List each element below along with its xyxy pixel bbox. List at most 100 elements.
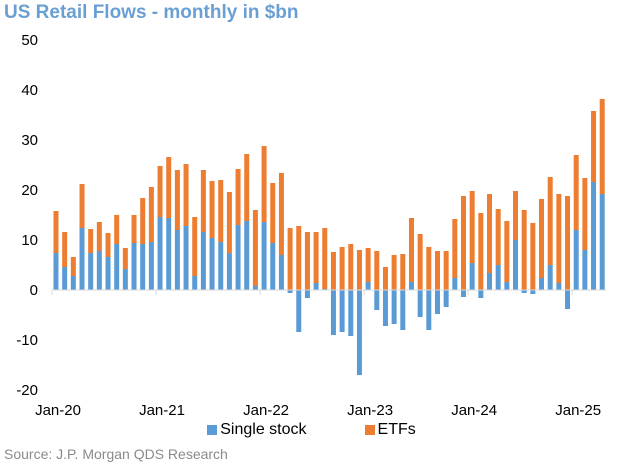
bar-etfs	[261, 146, 267, 222]
bar-single-stock	[183, 226, 189, 290]
bar-etfs	[434, 251, 440, 290]
bar-single-stock	[252, 286, 258, 290]
bar-etfs	[209, 181, 215, 238]
bar-etfs	[192, 217, 198, 276]
x-tick-label: Jan-24	[451, 402, 497, 419]
bar-etfs	[591, 111, 597, 182]
bar-single-stock	[339, 290, 345, 332]
bar-single-stock	[62, 267, 68, 290]
bar-single-stock	[296, 290, 302, 332]
bar-single-stock	[426, 290, 432, 330]
bar-etfs	[322, 228, 328, 289]
bar-single-stock	[148, 242, 154, 290]
x-tick-label: Jan-23	[347, 402, 393, 419]
bar-etfs	[530, 223, 536, 290]
bar-etfs	[408, 218, 414, 282]
bar-etfs	[157, 166, 163, 217]
x-tick-label: Jan-20	[35, 402, 81, 419]
bar-single-stock	[192, 276, 198, 290]
bar-single-stock	[79, 228, 85, 290]
bar-single-stock	[513, 240, 519, 290]
bar-single-stock	[487, 273, 492, 290]
bar-etfs	[348, 244, 354, 290]
legend-swatch-single-stock	[207, 425, 218, 435]
bar-single-stock	[434, 290, 440, 314]
chart-title: US Retail Flows - monthly in $bn	[4, 2, 299, 23]
bar-single-stock	[478, 290, 484, 298]
bar-etfs	[183, 164, 189, 226]
bar-single-stock	[521, 290, 527, 293]
bar-etfs	[287, 228, 293, 290]
bar-single-stock	[539, 278, 545, 290]
y-tick-label: -10	[16, 332, 38, 349]
source-note: Source: J.P. Morgan QDS Research	[4, 446, 228, 462]
bar-etfs	[382, 267, 388, 290]
y-tick-label: 50	[21, 32, 38, 49]
bar-single-stock	[356, 290, 362, 375]
bar-single-stock	[278, 255, 284, 290]
y-tick-label: 0	[30, 282, 38, 299]
bar-single-stock	[270, 243, 276, 290]
bar-etfs	[504, 221, 510, 282]
bar-single-stock	[443, 290, 449, 307]
bar-etfs	[296, 226, 302, 290]
bar-etfs	[313, 232, 319, 283]
y-tick-label: 30	[21, 132, 38, 149]
bar-etfs	[582, 178, 588, 250]
bar-single-stock	[556, 283, 562, 290]
bar-etfs	[218, 180, 224, 242]
x-axis-ticks: Jan-20 Jan-21 Jan-22 Jan-23 Jan-24 Jan-25	[35, 402, 601, 419]
y-axis-ticks: 50 40 30 20 10 0 -10 -20	[16, 32, 38, 399]
bar-etfs	[278, 173, 284, 255]
bar-single-stock	[330, 290, 336, 335]
bar-etfs	[79, 184, 85, 228]
bar-single-stock	[400, 290, 406, 330]
bar-etfs	[565, 196, 571, 290]
bar-single-stock	[235, 225, 241, 290]
bar-single-stock	[166, 218, 172, 290]
y-tick-label: 20	[21, 182, 38, 199]
bars	[53, 99, 605, 375]
bar-etfs	[452, 219, 458, 278]
legend-swatch-etfs	[364, 425, 375, 435]
bar-single-stock	[53, 253, 59, 290]
bar-single-stock	[365, 282, 371, 290]
legend-label-etfs: ETFs	[377, 421, 416, 438]
bar-single-stock	[157, 217, 163, 290]
legend-item-etfs: ETFs	[364, 421, 416, 439]
bar-single-stock	[348, 290, 354, 336]
bar-etfs	[140, 198, 146, 244]
x-tick-label: Jan-25	[555, 402, 601, 419]
bar-single-stock	[591, 182, 597, 290]
bar-single-stock	[460, 290, 466, 297]
bar-single-stock	[408, 282, 414, 290]
bar-single-stock	[96, 251, 102, 290]
bar-single-stock	[88, 253, 94, 290]
bar-single-stock	[391, 290, 397, 324]
bar-single-stock	[469, 263, 475, 290]
bar-etfs	[426, 247, 432, 290]
bar-single-stock	[209, 238, 215, 290]
y-tick-label: -20	[16, 382, 38, 399]
bar-etfs	[599, 99, 605, 194]
x-axis	[51, 289, 606, 295]
bar-single-stock	[200, 232, 206, 290]
bar-single-stock	[131, 243, 137, 290]
bar-single-stock	[374, 290, 380, 310]
bar-single-stock	[495, 265, 501, 290]
bar-single-stock	[547, 265, 553, 290]
bar-etfs	[166, 157, 172, 218]
bar-etfs	[235, 169, 241, 225]
bar-single-stock	[313, 283, 319, 290]
bar-single-stock	[304, 290, 310, 298]
bar-etfs	[356, 250, 362, 290]
bar-single-stock	[417, 290, 423, 317]
bar-single-stock	[174, 230, 180, 290]
bar-single-stock	[573, 230, 579, 290]
bar-etfs	[417, 234, 423, 290]
x-tick-label: Jan-21	[139, 402, 185, 419]
bar-etfs	[148, 187, 154, 242]
bar-etfs	[174, 170, 180, 230]
bar-single-stock	[226, 253, 232, 290]
bar-single-stock	[218, 242, 224, 290]
